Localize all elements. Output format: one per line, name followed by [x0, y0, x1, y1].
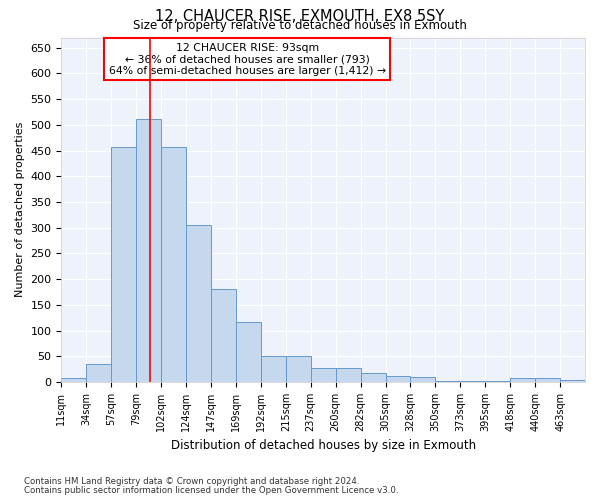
- Bar: [535, 378, 560, 382]
- Y-axis label: Number of detached properties: Number of detached properties: [15, 122, 25, 298]
- Bar: [510, 378, 535, 382]
- Bar: [211, 290, 236, 382]
- Bar: [361, 374, 386, 382]
- Text: 12 CHAUCER RISE: 93sqm
← 36% of detached houses are smaller (793)
64% of semi-de: 12 CHAUCER RISE: 93sqm ← 36% of detached…: [109, 42, 386, 76]
- Bar: [111, 146, 136, 382]
- X-axis label: Distribution of detached houses by size in Exmouth: Distribution of detached houses by size …: [170, 440, 476, 452]
- Bar: [485, 381, 510, 382]
- Text: Size of property relative to detached houses in Exmouth: Size of property relative to detached ho…: [133, 19, 467, 32]
- Bar: [136, 119, 161, 382]
- Text: Contains HM Land Registry data © Crown copyright and database right 2024.: Contains HM Land Registry data © Crown c…: [24, 477, 359, 486]
- Bar: [386, 376, 410, 382]
- Bar: [335, 368, 361, 382]
- Bar: [286, 356, 311, 382]
- Bar: [261, 356, 286, 382]
- Bar: [236, 322, 261, 382]
- Bar: [560, 380, 585, 382]
- Bar: [410, 378, 436, 382]
- Bar: [61, 378, 86, 382]
- Bar: [186, 225, 211, 382]
- Bar: [436, 381, 460, 382]
- Text: 12, CHAUCER RISE, EXMOUTH, EX8 5SY: 12, CHAUCER RISE, EXMOUTH, EX8 5SY: [155, 9, 445, 24]
- Text: Contains public sector information licensed under the Open Government Licence v3: Contains public sector information licen…: [24, 486, 398, 495]
- Bar: [311, 368, 335, 382]
- Bar: [161, 147, 186, 382]
- Bar: [460, 381, 485, 382]
- Bar: [86, 364, 111, 382]
